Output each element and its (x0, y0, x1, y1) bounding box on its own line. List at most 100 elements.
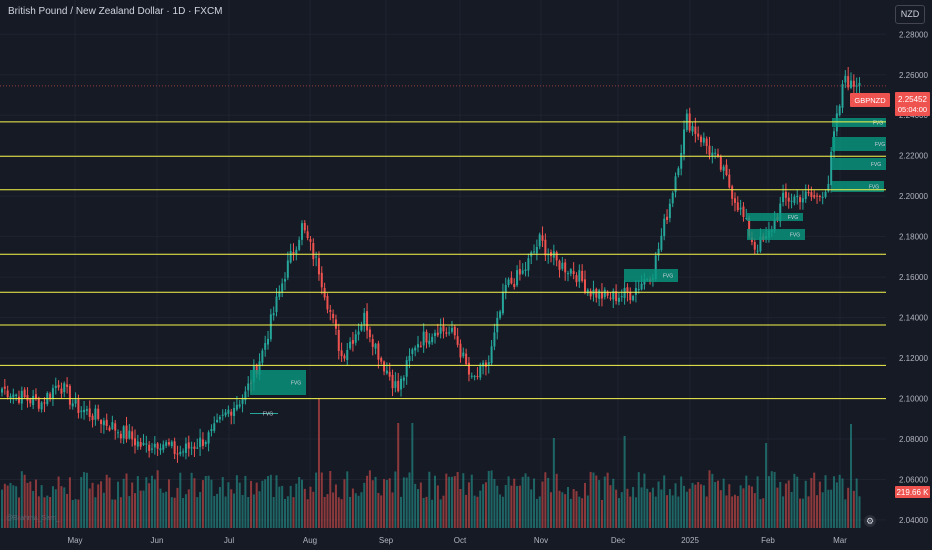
fvg-zone (832, 158, 886, 170)
candle-body (499, 311, 502, 318)
volume-bar (315, 472, 318, 528)
currency-button[interactable]: NZD (895, 5, 925, 24)
candle-body (476, 375, 479, 377)
volume-bar (250, 480, 253, 528)
volume-bar (473, 495, 476, 528)
volume-bar (411, 423, 414, 528)
volume-bar (34, 479, 37, 528)
candle-body (586, 289, 589, 294)
volume-bar (598, 480, 601, 528)
volume-bar (286, 496, 289, 528)
volume-bar (796, 476, 799, 528)
volume-bar (827, 489, 830, 528)
candle-body (74, 399, 77, 404)
candle-body (284, 279, 286, 282)
volume-bar (417, 489, 420, 528)
time-tick-label: May (67, 536, 82, 545)
symbol-tag (850, 93, 890, 107)
candle-body (583, 279, 586, 293)
candle-body (533, 251, 536, 253)
volume-bar (371, 480, 374, 528)
volume-bar (558, 490, 561, 528)
volume-bar (578, 496, 581, 528)
volume-bar (148, 483, 151, 528)
countdown-label: 05:04:00 (898, 105, 927, 114)
volume-bar (332, 492, 335, 528)
volume-bar (1, 489, 3, 528)
candle-body (702, 137, 705, 143)
candle-body (742, 206, 745, 217)
candle-body (838, 105, 841, 116)
candle-body (255, 364, 258, 375)
volume-bar (776, 487, 779, 528)
candle-body (176, 453, 179, 455)
volume-bar (204, 476, 207, 528)
volume-bar (535, 498, 538, 528)
candle-body (470, 375, 473, 377)
candle-body (332, 313, 335, 319)
volume-layer (1, 398, 861, 528)
candle-body (448, 332, 451, 334)
volume-bar (241, 494, 244, 528)
candle-body (385, 370, 388, 374)
candle-body (43, 402, 46, 404)
volume-bar (762, 498, 765, 528)
volume-bar (300, 479, 303, 528)
volume-bar (428, 471, 431, 528)
candle-body (623, 287, 626, 299)
candle-body (145, 443, 148, 445)
volume-bar (521, 476, 524, 528)
candle-body (83, 409, 86, 413)
candle-body (122, 426, 125, 439)
volume-bar (247, 497, 250, 528)
candle-body (51, 388, 54, 399)
volume-bar (167, 479, 170, 528)
volume-bar (405, 477, 408, 528)
volume-bar (722, 478, 725, 528)
candle-body (306, 231, 309, 239)
volume-bar (9, 482, 12, 528)
volume-bar (363, 482, 366, 528)
volume-bar (216, 493, 219, 528)
fvg-zone (747, 229, 805, 240)
volume-bar (603, 476, 606, 528)
author-watermark: @Brahma_Sam_ (6, 515, 60, 522)
volume-bar (555, 473, 558, 528)
candle-body (487, 362, 490, 366)
volume-bar (448, 476, 451, 528)
candle-body (218, 416, 221, 420)
volume-bar (357, 495, 360, 528)
candle-body (303, 222, 306, 231)
candle-body (111, 422, 114, 429)
volume-bar (719, 490, 722, 528)
candle-body (37, 397, 40, 409)
candle-body (337, 329, 340, 351)
candle-body (728, 174, 731, 188)
volume-bar (501, 496, 504, 528)
volume-bar (23, 474, 26, 528)
volume-bar (572, 488, 575, 528)
candle-body (739, 207, 742, 210)
settings-gear-icon[interactable]: ⚙ (864, 515, 876, 527)
price-axis: 2.280002.260002.240002.220002.200002.180… (886, 0, 932, 550)
volume-bar (105, 474, 108, 528)
candle-body (850, 80, 852, 88)
candle-body (490, 346, 493, 364)
candle-body (813, 195, 816, 198)
volume-bar (459, 489, 462, 528)
volume-bar (224, 496, 227, 528)
volume-bar (207, 475, 210, 528)
volume-bar (391, 492, 394, 528)
volume-bar (128, 496, 131, 528)
volume-bar (547, 477, 550, 528)
volume-bar (632, 487, 635, 528)
fvg-label: FVG (263, 412, 273, 418)
candle-body (80, 410, 83, 412)
volume-bar (533, 478, 536, 528)
volume-bar (37, 496, 40, 528)
volume-bar (739, 485, 742, 528)
candle-body (796, 195, 799, 198)
